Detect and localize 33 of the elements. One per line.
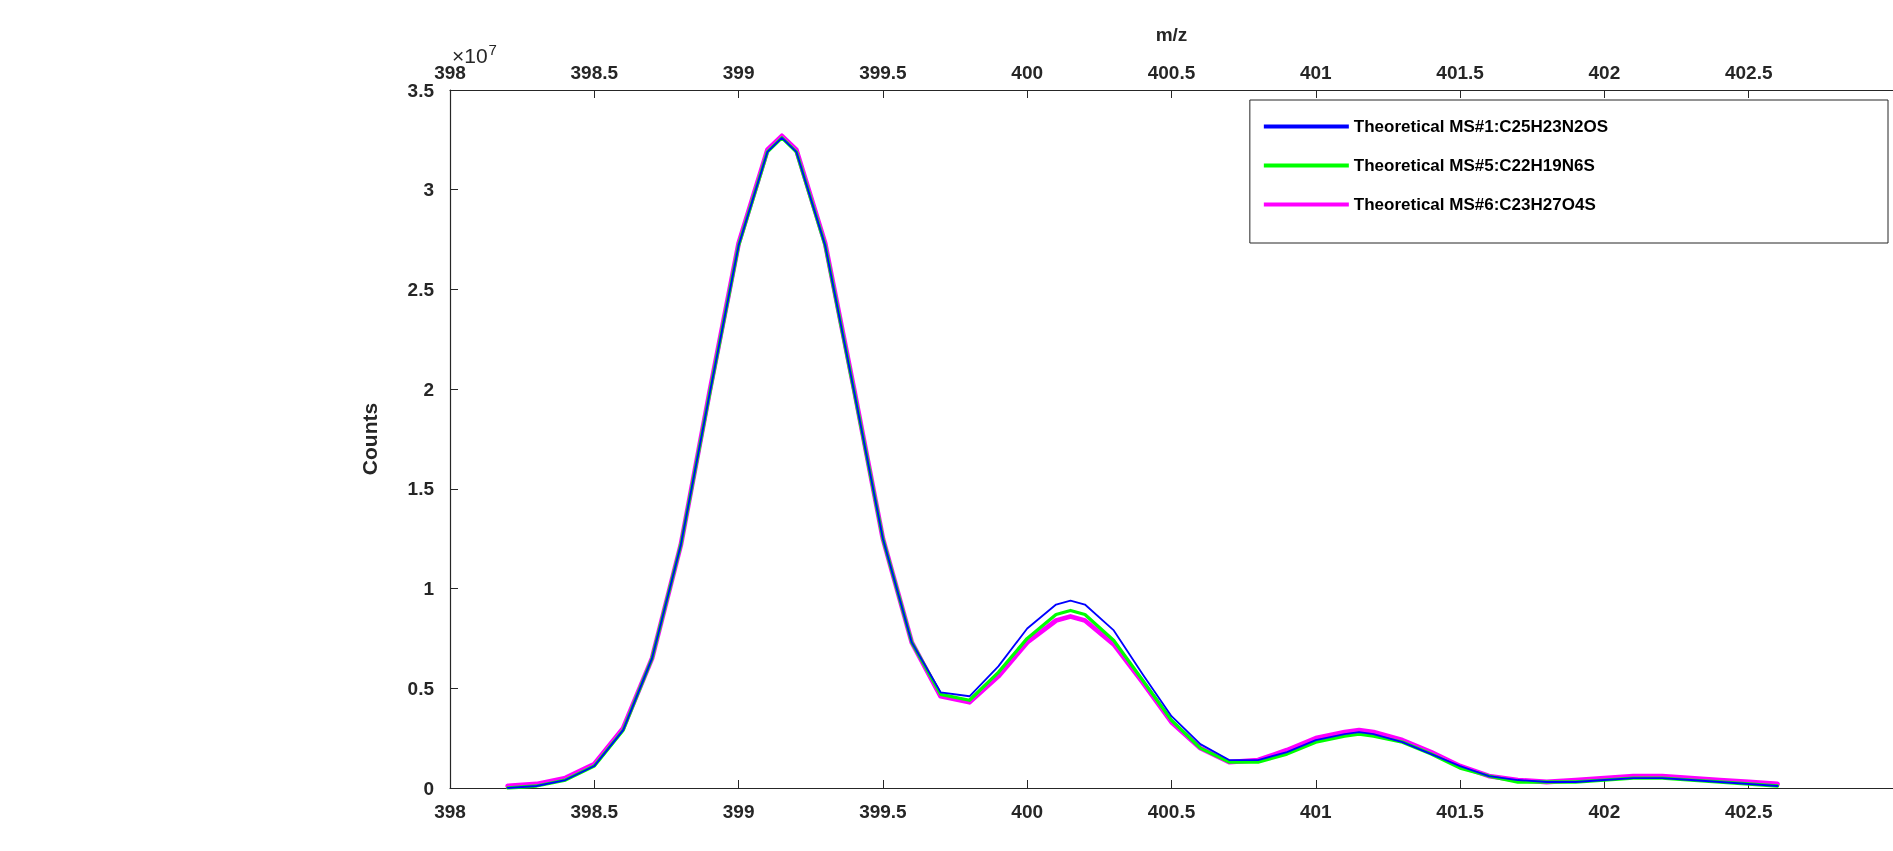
y-tick-label: 2.5 (407, 278, 435, 300)
legend-label: Theoretical MS#1:C25H23N2OS (1353, 117, 1608, 136)
x-tick-label: 400 (1011, 62, 1044, 83)
x-tick-label: 399.5 (859, 62, 908, 83)
x-tick-label: 401.5 (1436, 62, 1485, 83)
x2-tick-label: 399.5 (859, 801, 908, 822)
y-tick-label: 0 (423, 777, 434, 799)
x-tick-label: 401 (1299, 62, 1333, 83)
x2-tick-label: 399 (722, 801, 755, 822)
legend-label: Theoretical MS#5:C22H19N6S (1353, 156, 1595, 175)
y-tick-label: 3 (423, 179, 434, 201)
y-tick-label: 1 (423, 578, 435, 600)
x2-tick-label: 402.5 (1724, 801, 1773, 822)
x-tick-label: 402.5 (1724, 62, 1773, 83)
x2-tick-label: 401.5 (1436, 801, 1485, 822)
x2-tick-label: 400 (1011, 801, 1044, 822)
x2-tick-label: 398.5 (570, 801, 619, 822)
x-tick-label: 398.5 (570, 62, 619, 83)
y-tick-label: 3.5 (407, 79, 435, 101)
y-tick-label: 1.5 (407, 478, 435, 500)
x2-tick-label: 401 (1299, 801, 1333, 822)
x2-tick-label: 402 (1588, 801, 1621, 822)
y-axis-title: Counts (358, 402, 381, 476)
x-tick-label: 398 (434, 62, 466, 83)
y-tick-label: 0.5 (407, 677, 435, 699)
x-tick-label: 399 (722, 62, 755, 83)
legend-label: Theoretical MS#6:C23H27O4S (1353, 195, 1596, 214)
x2-axis-title: m/z (1155, 24, 1188, 45)
x2-tick-label: 400.5 (1147, 801, 1196, 822)
x2-tick-label: 398 (434, 801, 466, 822)
y-tick-label: 2 (423, 378, 434, 400)
x-tick-label: 402 (1588, 62, 1621, 83)
x-tick-label: 400.5 (1147, 62, 1196, 83)
